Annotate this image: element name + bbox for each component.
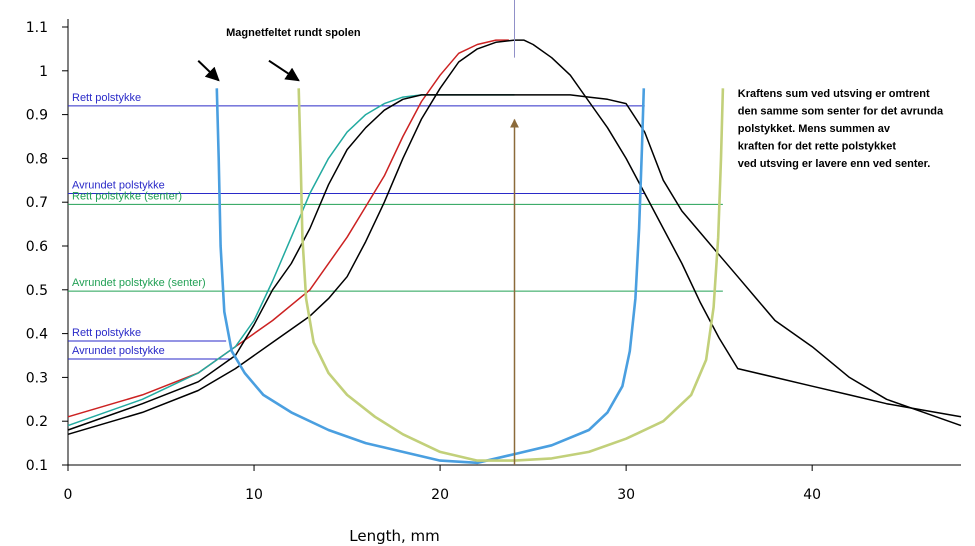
annotation-text: kraften for det rette polstykket xyxy=(738,141,897,153)
annotation-text: polstykket. Mens summen av xyxy=(738,123,891,135)
y-tick-label: 0.8 xyxy=(26,151,48,167)
annotation-text: Kraftens sum ved utsving er omtrent xyxy=(738,88,930,100)
reference-line-label: Avrundet polstykke (senter) xyxy=(72,277,206,289)
y-tick-label: 0.5 xyxy=(26,283,48,299)
reference-line-label: Avrundet polstykke xyxy=(72,345,165,357)
annotations: Magnetfeltet rundt spolen Kraftens sum ve… xyxy=(197,27,944,170)
x-tick-label: 40 xyxy=(803,487,821,503)
x-tick-label: 10 xyxy=(245,487,263,503)
y-tick-label: 1 xyxy=(39,64,48,80)
y-tick-label: 0.6 xyxy=(26,239,48,255)
x-axis-label: Length, mm xyxy=(349,527,440,545)
y-tick-label: 0.4 xyxy=(26,327,48,343)
annotation-text: Magnetfeltet rundt spolen xyxy=(226,27,361,39)
y-tick-label: 1.1 xyxy=(26,20,48,36)
x-tick-label: 20 xyxy=(431,487,449,503)
x-tick-label: 0 xyxy=(64,487,73,503)
y-tick-label: 0.3 xyxy=(26,370,48,386)
series-line-3 xyxy=(67,94,962,431)
reference-line-label: Avrundet polstykke xyxy=(72,179,165,191)
y-tick-label: 0.2 xyxy=(26,414,48,430)
callout-arrow xyxy=(197,60,220,82)
reference-line-label: Rett polstykke (senter) xyxy=(72,190,182,202)
series-line-4 xyxy=(67,39,962,436)
y-tick-label: 0.9 xyxy=(26,108,48,124)
series-lines xyxy=(67,39,962,465)
series-line-2 xyxy=(67,94,515,427)
annotation-text: den samme som senter for det avrunda xyxy=(738,106,944,118)
reference-line-label: Rett polstykke xyxy=(72,327,141,339)
callout-arrow xyxy=(268,59,300,82)
axes: 0.1 0.2 0.3 0.4 0.5 0.6 0.7 0.8 0.9 1 1.1 0 10 20 30 40… xyxy=(26,19,961,545)
series-line-6 xyxy=(297,88,725,462)
y-tick-label: 0.7 xyxy=(26,195,48,211)
x-tick-label: 30 xyxy=(617,487,635,503)
annotation-text: ved utsving er lavere enn ved senter. xyxy=(738,158,931,170)
reference-line-label: Rett polstykke xyxy=(72,92,141,104)
y-tick-label: 0.1 xyxy=(26,458,48,474)
series-line-5 xyxy=(215,88,646,465)
